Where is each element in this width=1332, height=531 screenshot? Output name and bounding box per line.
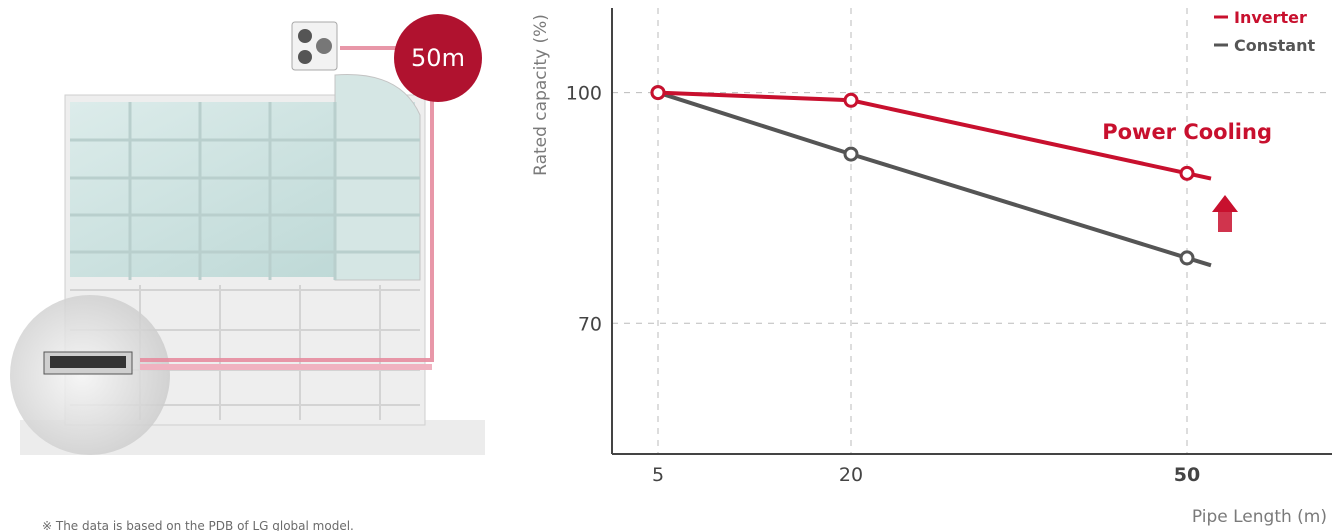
- legend-label-constant: Constant: [1234, 36, 1315, 55]
- series-lines: [650, 85, 1212, 268]
- chart-labels: Rated capacity (%) Pipe Length (m) Power C…: [531, 14, 1327, 527]
- axes: [611, 8, 1332, 455]
- indoor-unit-magnifier: [10, 295, 170, 455]
- distance-badge-label: 50m: [411, 44, 465, 72]
- y-tick-label-100: 100: [566, 83, 602, 105]
- y-axis-title: Rated capacity (%): [531, 14, 551, 176]
- series-line-inverter: [657, 90, 1212, 181]
- building-tower: [64, 74, 426, 426]
- tick-labels: 5 20 50 70 100: [566, 83, 1200, 486]
- x-axis-title: Pipe Length (m): [1192, 507, 1327, 527]
- building-illustration: 50m: [10, 14, 485, 455]
- data-point-constant-50: [1179, 250, 1195, 266]
- series-line-constant: [657, 90, 1212, 268]
- footnote: ※ The data is based on the PDB of LG glo…: [42, 519, 354, 531]
- x-tick-label-20: 20: [839, 464, 863, 486]
- x-tick-label-50: 50: [1174, 464, 1200, 486]
- grid-lines: [612, 8, 1332, 454]
- data-point-constant-20: [843, 146, 859, 162]
- distance-badge: 50m: [394, 14, 482, 102]
- data-point-inverter-5: [650, 85, 666, 101]
- data-point-inverter-20: [843, 92, 859, 108]
- arrow-head: [1212, 195, 1238, 212]
- legend: Inverter Constant: [1214, 8, 1315, 55]
- outdoor-unit: [291, 21, 338, 71]
- y-tick-label-70: 70: [578, 313, 602, 335]
- arrow-shaft: [1218, 212, 1232, 232]
- legend-label-inverter: Inverter: [1234, 8, 1307, 27]
- data-point-inverter-50: [1179, 165, 1195, 181]
- annotation-power-cooling: Power Cooling: [1102, 120, 1272, 144]
- x-tick-label-5: 5: [652, 464, 664, 486]
- pipe-line: [140, 46, 434, 370]
- improvement-arrow: [1212, 195, 1238, 232]
